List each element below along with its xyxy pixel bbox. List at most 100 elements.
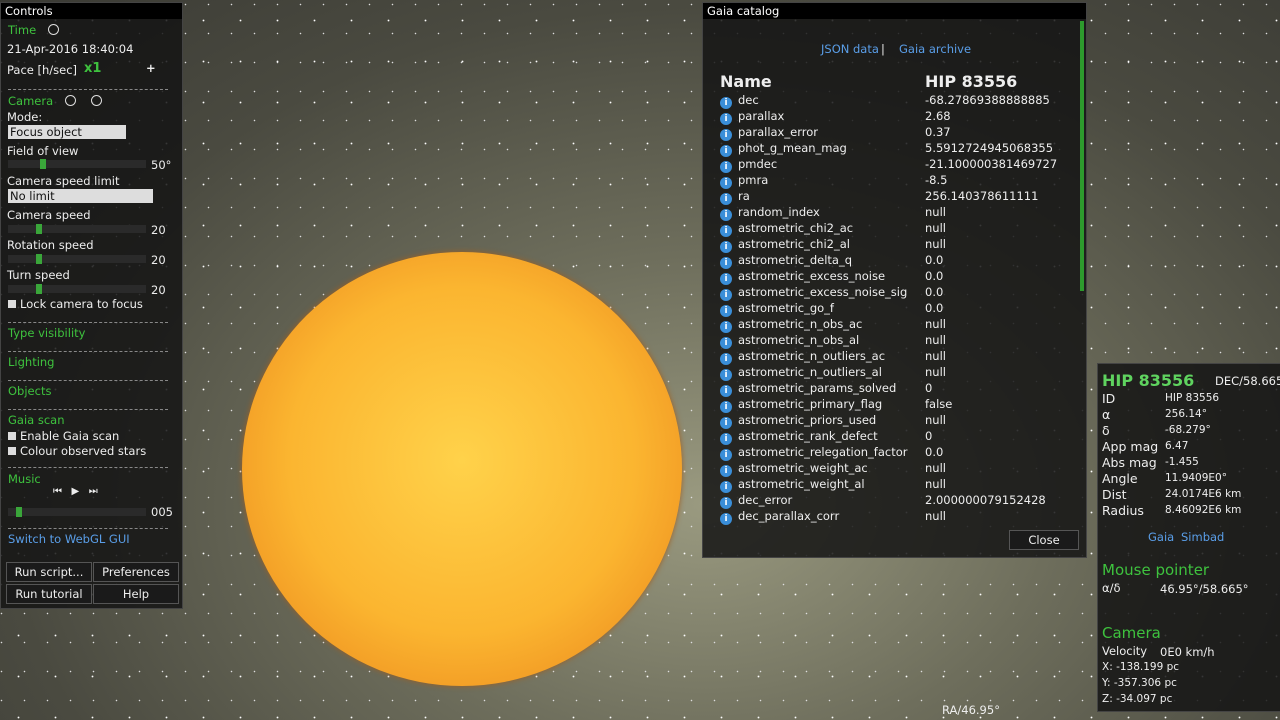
focus-name: HIP 83556 [1102,371,1195,390]
close-button[interactable]: Close [1009,530,1079,550]
key: astrometric_relegation_factor [738,445,908,459]
checkbox[interactable]: Enable Gaia scan [8,429,119,443]
section-header[interactable]: Type visibility [8,326,86,340]
fov-value: 50° [151,158,172,172]
controls-panel: Controls Time 21-Apr-2016 18:40:04 Pace … [0,2,183,609]
mode-select[interactable]: Focus object [8,125,126,139]
info-icon[interactable]: i [720,497,732,509]
row-value: 2.000000079152428 [925,493,1046,507]
row-value: null [925,477,946,491]
row-key: i astrometric_excess_noise_sig [720,285,907,301]
key: parallax_error [738,125,818,139]
row-value: null [925,317,946,331]
slider[interactable] [8,284,146,294]
slider[interactable] [8,507,146,517]
section-header[interactable]: Objects [8,384,52,398]
separator: | [881,42,885,56]
info-icon[interactable]: i [720,241,732,253]
label: Angle [1102,471,1138,486]
window-title: Gaia catalog [703,3,1086,19]
button[interactable]: Run tutorial [6,584,92,604]
info-icon[interactable]: i [720,433,732,445]
pace-plus[interactable]: + [146,61,156,75]
button[interactable]: Run script... [6,562,92,582]
info-icon[interactable]: i [720,97,732,109]
row-key: i ra [720,189,750,205]
divider [8,528,168,529]
info-icon[interactable]: i [720,321,732,333]
slider[interactable] [8,224,146,234]
row-value: null [925,413,946,427]
info-icon[interactable]: i [720,193,732,205]
info-icon[interactable]: i [720,305,732,317]
label: Turn speed [7,268,70,282]
divider [8,380,168,381]
section-header[interactable]: Camera [8,94,54,108]
coord: Y: -357.306 pc [1102,677,1177,689]
label: Radius [1102,503,1144,518]
key: astrometric_weight_al [738,477,865,491]
slider[interactable] [8,159,146,169]
info-icon[interactable]: i [720,353,732,365]
info-icon[interactable]: i [720,129,732,141]
section-header[interactable]: Time [8,23,37,37]
info-icon[interactable]: i [720,225,732,237]
slider[interactable] [8,254,146,264]
row-key: i astrometric_primary_flag [720,397,882,413]
checkbox[interactable]: Lock camera to focus [8,297,143,311]
value: 20 [151,283,166,297]
row-value: null [925,349,946,363]
info-icon[interactable]: i [720,449,732,461]
key: astrometric_n_obs_ac [738,317,863,331]
info-icon[interactable]: i [720,513,732,525]
row-value: 0.37 [925,125,951,139]
row-value: null [925,237,946,251]
row-key: i dec_parallax_corr [720,509,839,525]
link[interactable]: Gaia [1148,530,1175,544]
ra-label: RA/46.95° [942,703,1000,717]
info-icon[interactable]: i [720,289,732,301]
button[interactable]: Preferences [93,562,179,582]
info-icon[interactable]: i [720,113,732,125]
info-icon[interactable]: i [720,337,732,349]
link[interactable]: Switch to WebGL GUI [8,532,130,546]
pace-label: Pace [h/sec] [7,63,78,77]
section-header[interactable]: Gaia scan [8,413,65,427]
info-icon[interactable]: i [720,273,732,285]
play-icon[interactable] [48,24,59,35]
section-header[interactable]: Lighting [8,355,55,369]
info-icon[interactable]: i [720,257,732,269]
icon[interactable] [91,95,102,106]
link[interactable]: Gaia archive [899,42,972,56]
info-icon[interactable]: i [720,209,732,221]
button[interactable]: Help [93,584,179,604]
row-key: i pmdec [720,157,777,173]
info-icon[interactable]: i [720,385,732,397]
speed-limit-select[interactable]: No limit [8,189,153,203]
row-value: 0.0 [925,301,944,315]
catalog-window: Gaia catalog JSON data | Gaia archive Na… [702,2,1087,558]
key: astrometric_weight_ac [738,461,868,475]
info-icon[interactable]: i [720,401,732,413]
scrollbar[interactable] [1080,21,1084,291]
checkbox[interactable]: Colour observed stars [8,444,146,458]
row-key: i astrometric_excess_noise [720,269,885,285]
playback-controls[interactable]: ⏮ ▶ ⏭ [53,486,98,497]
info-icon[interactable]: i [720,177,732,189]
info-icon[interactable]: i [720,465,732,477]
info-icon[interactable]: i [720,161,732,173]
info-icon[interactable]: i [720,145,732,157]
info-icon[interactable]: i [720,369,732,381]
row-value: null [925,509,946,523]
link[interactable]: JSON data [821,42,879,56]
key: astrometric_priors_used [738,413,877,427]
value: -68.279° [1165,424,1211,436]
link[interactable]: Simbad [1181,530,1225,544]
icon[interactable] [65,95,76,106]
divider [8,89,168,90]
checkbox-label: Colour observed stars [20,444,147,458]
info-icon[interactable]: i [720,481,732,493]
section-header[interactable]: Music [8,472,41,486]
info-icon[interactable]: i [720,417,732,429]
